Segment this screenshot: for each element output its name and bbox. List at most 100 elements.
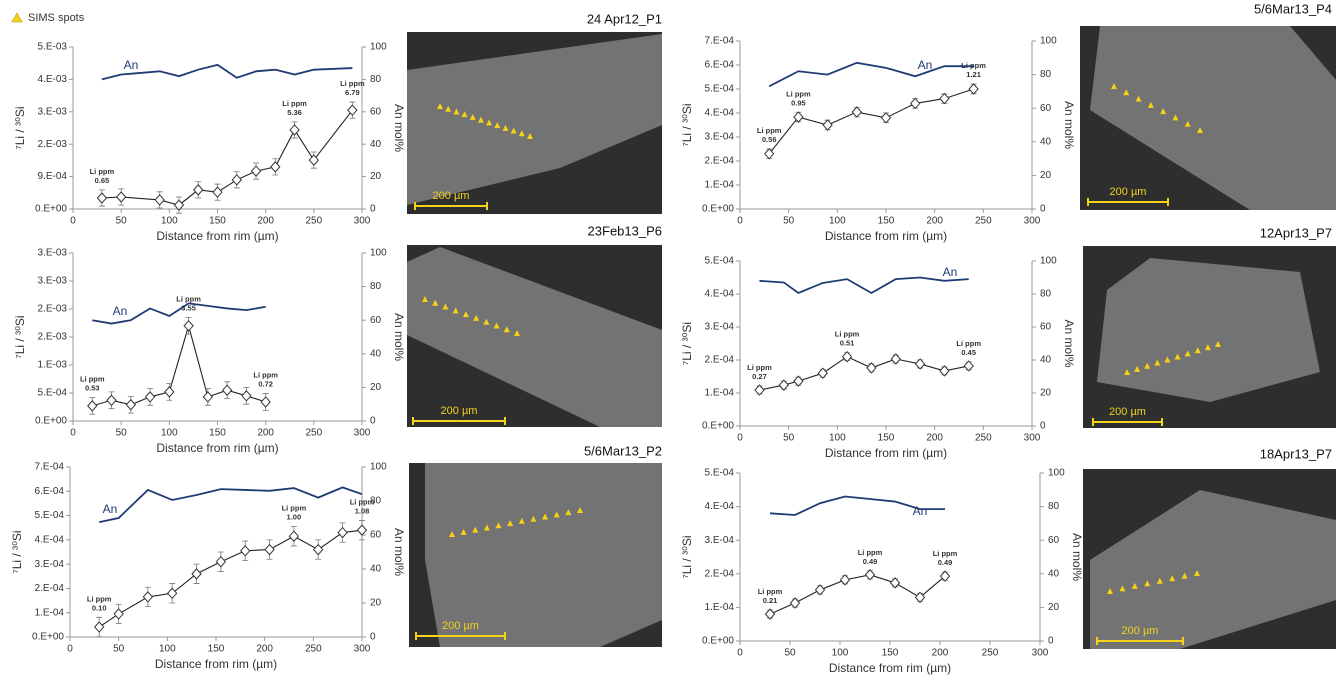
data-point xyxy=(264,543,275,556)
an-line xyxy=(101,63,353,81)
image-title: 12Apr13_P7 xyxy=(1260,225,1332,240)
sims-spot xyxy=(518,130,525,137)
x-tick-label: 0 xyxy=(67,644,73,655)
an-line xyxy=(759,276,969,295)
annotation-label: Li ppm xyxy=(757,126,782,135)
data-point xyxy=(764,608,776,620)
data-point xyxy=(191,568,202,580)
sims-spot xyxy=(437,103,443,109)
y2-tick-label: 40 xyxy=(1040,136,1052,147)
data-point xyxy=(939,92,950,105)
y-tick-label: 1.E-03 xyxy=(38,360,68,371)
sims-spot xyxy=(483,524,490,531)
data-point xyxy=(963,360,974,372)
sims-spot xyxy=(1144,362,1151,369)
y-tick-label: 0.E+00 xyxy=(32,632,64,643)
image-title: 23Feb13_P6 xyxy=(588,223,662,238)
sims-spot xyxy=(1164,356,1171,363)
data-point xyxy=(347,104,358,116)
y-axis-label: ⁷Li / ³⁰Si xyxy=(680,322,694,365)
sims-spot xyxy=(453,108,460,115)
sims-spot xyxy=(452,307,459,314)
data-point xyxy=(889,577,901,589)
x-axis-label: Distance from rim (µm) xyxy=(156,441,278,455)
data-point xyxy=(839,574,851,586)
y2-tick-label: 20 xyxy=(1040,388,1052,399)
annotation-value: 0.53 xyxy=(85,383,100,392)
x-tick-label: 300 xyxy=(354,428,371,439)
x-tick-label: 150 xyxy=(209,428,226,439)
x-tick-label: 250 xyxy=(305,644,322,655)
y-tick-label: 1.E-04 xyxy=(705,602,735,613)
y2-tick-label: 60 xyxy=(370,530,382,541)
image-title: 18Apr13_P7 xyxy=(1260,446,1332,461)
data-point xyxy=(754,384,765,396)
sims-spot xyxy=(472,526,479,533)
x-tick-label: 100 xyxy=(161,216,178,227)
y-tick-label: 2.E-03 xyxy=(38,304,68,315)
data-point xyxy=(193,184,204,196)
sims-spot xyxy=(1135,95,1142,102)
y-tick-label: 1.E-04 xyxy=(705,180,735,191)
data-point xyxy=(154,194,165,206)
sims-spot xyxy=(510,127,517,134)
y2-tick-label: 60 xyxy=(1048,535,1060,546)
y2-tick-label: 80 xyxy=(1040,69,1052,80)
y-tick-label: 2.E-03 xyxy=(38,332,68,343)
sims-spot xyxy=(1174,353,1181,360)
y-tick-label: 5.E-04 xyxy=(705,256,735,267)
annotation-label: Li ppm xyxy=(933,549,958,558)
y2-tick-label: 60 xyxy=(370,106,382,117)
an-line xyxy=(768,61,974,88)
sims-spot xyxy=(1184,350,1191,357)
scale-bar xyxy=(412,417,506,425)
sims-spot xyxy=(1119,585,1126,592)
annotation-value: 0.56 xyxy=(762,135,777,144)
y2-axis-label: An mol% xyxy=(1062,319,1076,367)
sims-spot xyxy=(1156,577,1163,584)
data-point xyxy=(864,569,876,581)
x-tick-label: 50 xyxy=(783,216,795,227)
y2-tick-label: 20 xyxy=(1040,170,1052,181)
y-tick-label: 0.E+00 xyxy=(35,204,67,215)
data-point xyxy=(94,621,105,633)
y-tick-label: 7.E-04 xyxy=(35,462,65,473)
sims-spot xyxy=(503,326,510,333)
data-point xyxy=(939,365,950,377)
y2-axis-label: An mol% xyxy=(392,313,406,361)
annotation-value: 6.79 xyxy=(345,88,360,97)
annotation-value: 0.49 xyxy=(938,558,953,567)
series-label: An xyxy=(943,265,958,279)
sims-spot xyxy=(1204,344,1211,351)
annotation-value: 0.10 xyxy=(92,603,107,612)
data-point xyxy=(142,591,154,603)
data-point xyxy=(789,597,801,609)
li-line xyxy=(101,109,353,206)
legend-marker xyxy=(11,12,23,23)
y-axis-label: ⁷Li / ³⁰Si xyxy=(680,535,694,578)
data-point xyxy=(231,174,242,186)
x-tick-label: 0 xyxy=(737,216,743,227)
data-point xyxy=(914,358,926,370)
data-point xyxy=(221,384,233,396)
series-label: An xyxy=(113,304,128,318)
annotation-value: 0.72 xyxy=(258,380,273,389)
y2-tick-label: 40 xyxy=(370,348,382,359)
sims-spot xyxy=(542,513,549,520)
data-point xyxy=(841,350,853,363)
data-point xyxy=(115,191,127,203)
y2-tick-label: 20 xyxy=(370,171,382,182)
x-tick-label: 200 xyxy=(257,428,274,439)
sims-spot xyxy=(486,119,493,126)
x-tick-label: 150 xyxy=(882,648,899,659)
annotation-label: Li ppm xyxy=(340,79,365,88)
data-point xyxy=(183,320,194,332)
x-tick-label: 0 xyxy=(70,216,76,227)
data-point xyxy=(125,399,136,411)
sims-spot xyxy=(445,105,452,112)
series-label: An xyxy=(918,58,933,72)
y-tick-label: 4.E-04 xyxy=(705,108,735,119)
crystal xyxy=(1090,26,1336,210)
x-tick-label: 300 xyxy=(1024,216,1041,227)
